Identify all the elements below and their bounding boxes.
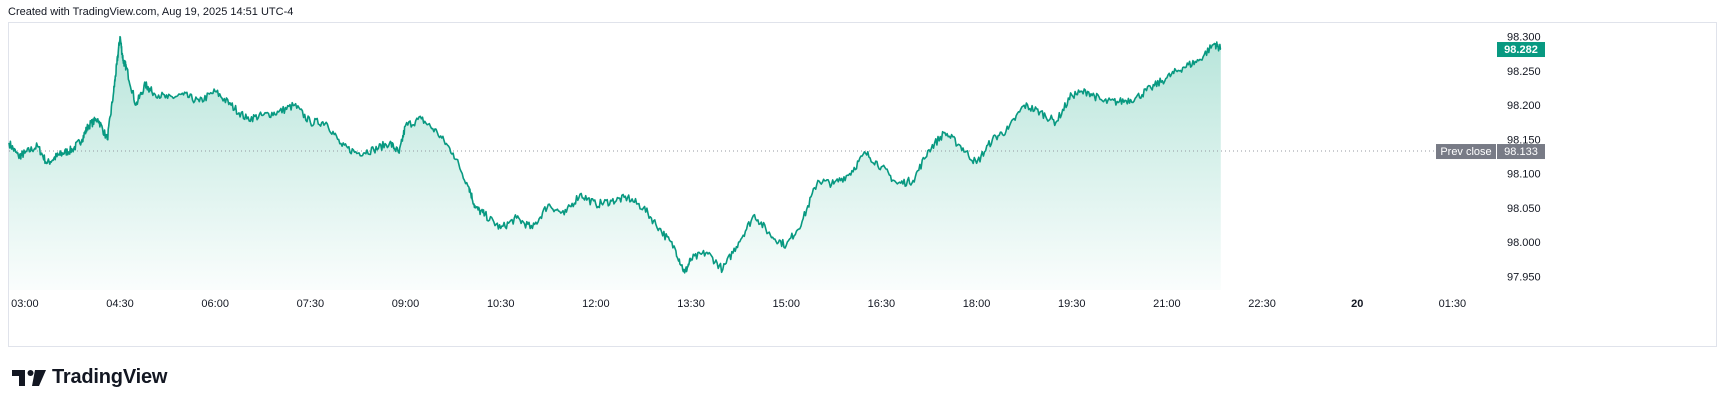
x-tick-label: 19:30 bbox=[1058, 298, 1086, 310]
y-tick-label: 98.300 bbox=[1507, 32, 1541, 44]
y-tick-label: 98.150 bbox=[1507, 134, 1541, 146]
price-line bbox=[8, 35, 1222, 274]
x-tick-label: 06:00 bbox=[201, 298, 229, 310]
x-tick-label: 10:30 bbox=[487, 298, 515, 310]
last-price-badge bbox=[1497, 42, 1545, 58]
x-tick-label: 09:00 bbox=[392, 298, 420, 310]
chart-frame bbox=[8, 22, 1717, 347]
prev-close-value-badge bbox=[1497, 144, 1545, 160]
y-tick-label: 98.200 bbox=[1507, 100, 1541, 112]
x-tick-label: 21:00 bbox=[1153, 298, 1181, 310]
x-tick-label: 22:30 bbox=[1248, 298, 1276, 310]
tradingview-brand-text: TradingView bbox=[52, 366, 168, 388]
y-tick-label: 98.250 bbox=[1507, 66, 1541, 78]
tradingview-brand[interactable]: TradingView bbox=[12, 366, 167, 389]
x-tick-label: 16:30 bbox=[868, 298, 896, 310]
price-area-fill bbox=[9, 36, 1221, 291]
prev-close-tag bbox=[1436, 144, 1496, 160]
price-area-chart[interactable]: 03:00 04:30 06:00 07:30 09:00 10:30 12:00 13:30… bbox=[0, 0, 1724, 360]
prev-close-label: Prev close bbox=[1440, 146, 1491, 158]
chart-header-caption: Created with TradingView.com, Aug 19, 20… bbox=[8, 6, 294, 18]
x-tick-label: 12:00 bbox=[582, 298, 610, 310]
x-tick-label: 03:00 bbox=[11, 298, 39, 310]
x-tick-label: 18:00 bbox=[963, 298, 991, 310]
y-tick-label: 98.100 bbox=[1507, 169, 1541, 181]
prev-close-value: 98.133 bbox=[1504, 146, 1538, 158]
y-tick-label: 97.950 bbox=[1507, 271, 1541, 283]
x-tick-label: 15:00 bbox=[772, 298, 800, 310]
x-tick-label: 07:30 bbox=[297, 298, 325, 310]
tradingview-logo-icon bbox=[12, 369, 46, 386]
y-tick-label: 98.050 bbox=[1507, 203, 1541, 215]
x-tick-label: 20 bbox=[1351, 298, 1363, 310]
last-price-value: 98.282 bbox=[1504, 44, 1538, 56]
x-tick-label: 13:30 bbox=[677, 298, 705, 310]
x-tick-label: 01:30 bbox=[1439, 298, 1467, 310]
y-tick-label: 98.000 bbox=[1507, 237, 1541, 249]
x-tick-label: 04:30 bbox=[106, 298, 134, 310]
